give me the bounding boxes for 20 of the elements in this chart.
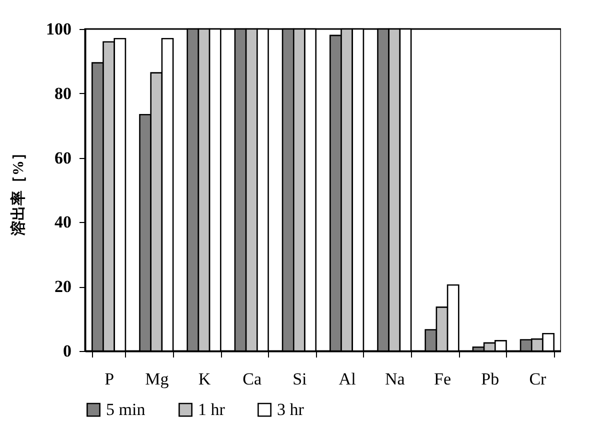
y-tick-label: 60 [54, 148, 72, 168]
x-tick-label: P [104, 370, 114, 388]
x-tick-label: Fe [434, 370, 451, 388]
x-tick-label: Al [338, 370, 356, 388]
y-tick-label: 80 [54, 84, 72, 103]
x-tick-label: K [198, 370, 212, 388]
x-tick-label: Pb [481, 370, 500, 388]
x-tick-label: Cr [529, 370, 547, 388]
legend-label: 1 hr [198, 400, 226, 419]
y-axis-title: 溶出率［%］ [9, 146, 27, 236]
y-tick-label: 40 [54, 212, 72, 232]
x-tick-label: Mg [145, 370, 170, 388]
x-tick-label: Si [292, 370, 308, 388]
x-tick-label: Ca [242, 370, 262, 388]
legend-label: 3 hr [277, 400, 304, 419]
y-tick-label: 20 [54, 277, 72, 296]
x-tick-label: Na [384, 370, 406, 388]
y-tick-label: 0 [63, 342, 72, 360]
legend-label: 5 min [106, 400, 146, 419]
y-tick-label: 100 [46, 20, 72, 38]
